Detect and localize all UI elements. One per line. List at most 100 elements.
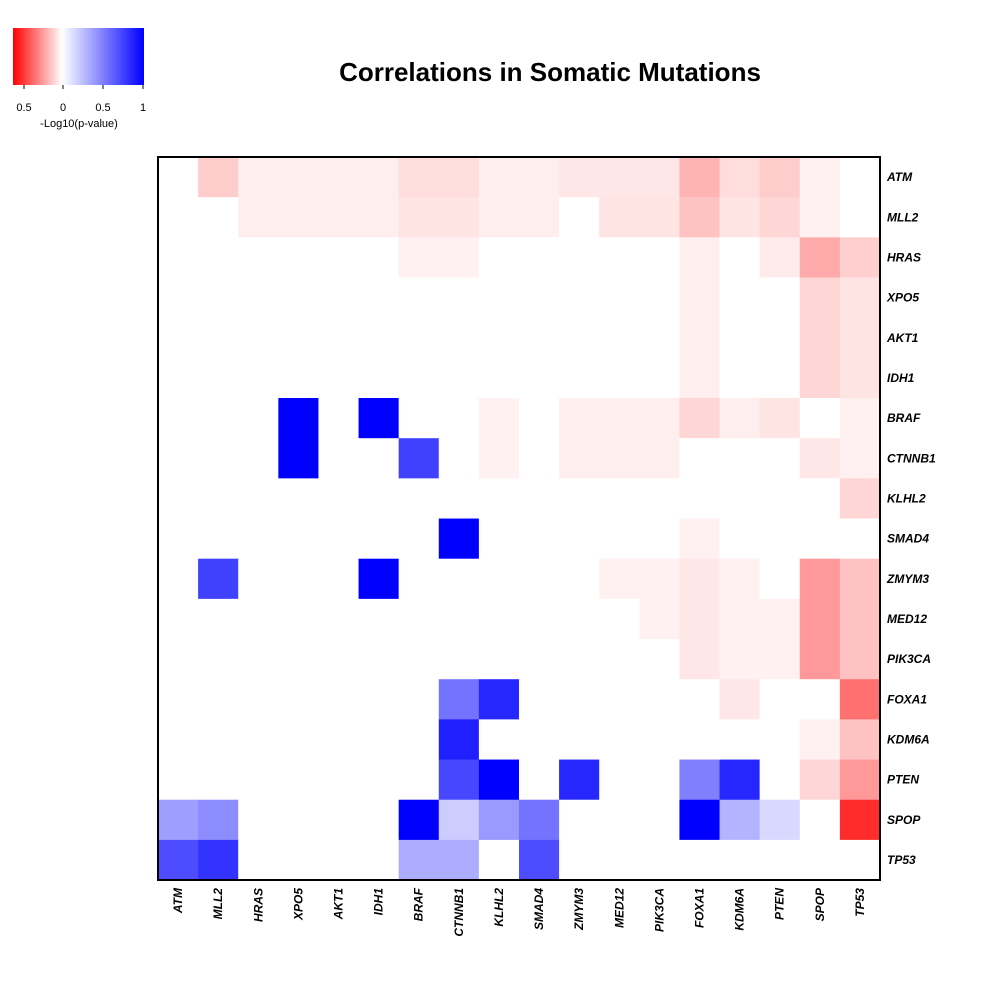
heatmap-cell <box>759 799 801 841</box>
heatmap-cell <box>238 839 279 881</box>
heatmap-cell <box>278 679 320 720</box>
heatmap-cell <box>599 157 640 198</box>
heatmap-cell <box>398 478 440 520</box>
heatmap-cell <box>799 438 841 479</box>
legend-gradient-bar <box>13 28 144 85</box>
heatmap-cell <box>559 839 600 881</box>
heatmap-cell <box>599 317 640 359</box>
heatmap-cell <box>238 317 279 359</box>
heatmap-cell <box>438 518 480 560</box>
heatmap-cell <box>358 398 400 439</box>
heatmap-cell <box>358 518 400 560</box>
heatmap-cell <box>238 598 279 640</box>
heatmap-cell <box>719 518 761 560</box>
heatmap-cell <box>679 197 721 238</box>
heatmap-cell <box>639 598 681 640</box>
column-label: SPOP <box>813 887 827 921</box>
heatmap-cell <box>799 478 841 520</box>
heatmap-cell <box>398 197 440 238</box>
heatmap-cell <box>358 277 400 319</box>
heatmap-cell <box>679 478 721 520</box>
heatmap-cell <box>759 478 801 520</box>
column-label: IDH1 <box>372 888 386 916</box>
heatmap-cell <box>679 799 721 841</box>
heatmap-cell <box>759 639 801 680</box>
heatmap-cell <box>198 799 239 841</box>
heatmap-cell <box>639 839 681 881</box>
heatmap-cell <box>639 639 681 680</box>
heatmap-cell <box>518 478 560 520</box>
heatmap-cell <box>839 518 881 560</box>
heatmap-cell <box>559 639 600 680</box>
heatmap-cell <box>759 398 801 439</box>
heatmap-cell <box>559 719 600 761</box>
row-label: MED12 <box>887 612 927 626</box>
heatmap-cell <box>318 639 360 680</box>
heatmap-cell <box>839 799 881 841</box>
heatmap-cell <box>839 157 881 198</box>
heatmap-cell <box>799 719 841 761</box>
heatmap-cell <box>719 398 761 439</box>
heatmap-cell <box>278 237 320 279</box>
row-label: PIK3CA <box>887 652 931 666</box>
heatmap-cell <box>679 598 721 640</box>
heatmap-cell <box>599 438 640 479</box>
heatmap-cell <box>679 518 721 560</box>
heatmap-cell <box>438 598 480 640</box>
heatmap-cell <box>518 799 560 841</box>
heatmap-cell <box>839 639 881 680</box>
heatmap-cell <box>318 558 360 600</box>
heatmap-cell <box>759 277 801 319</box>
heatmap-cell <box>158 197 199 238</box>
heatmap-cell <box>318 719 360 761</box>
heatmap-cell <box>639 478 681 520</box>
heatmap-cell <box>719 317 761 359</box>
heatmap-cell <box>759 518 801 560</box>
column-label: HRAS <box>251 888 265 922</box>
heatmap-cell <box>198 317 239 359</box>
heatmap-cell <box>599 639 640 680</box>
heatmap-cell <box>599 799 640 841</box>
heatmap-cell <box>158 639 199 680</box>
heatmap-cell <box>158 277 199 319</box>
heatmap-cell <box>478 157 520 198</box>
heatmap-cell <box>278 839 320 881</box>
heatmap-cell <box>438 759 480 801</box>
heatmap-cell <box>719 799 761 841</box>
heatmap-cell <box>839 839 881 881</box>
heatmap-cell <box>278 598 320 640</box>
heatmap-cell <box>719 719 761 761</box>
heatmap-cell <box>358 478 400 520</box>
row-label: CTNNB1 <box>887 451 936 465</box>
plot-border <box>157 156 881 881</box>
heatmap-cell <box>318 759 360 801</box>
heatmap-cell <box>478 478 520 520</box>
heatmap-cell <box>438 719 480 761</box>
heatmap-cell <box>478 518 520 560</box>
heatmap-cell <box>198 558 239 600</box>
heatmap-cell <box>358 357 400 399</box>
heatmap-cell <box>559 157 600 198</box>
heatmap-cell <box>759 719 801 761</box>
heatmap-cell <box>398 277 440 319</box>
heatmap-cell <box>478 558 520 600</box>
heatmap-cell <box>518 518 560 560</box>
heatmap-cell <box>358 237 400 279</box>
column-label: MED12 <box>612 888 626 928</box>
heatmap-cell <box>358 197 400 238</box>
heatmap-cell <box>559 799 600 841</box>
heatmap-cell <box>238 277 279 319</box>
heatmap-cell <box>839 438 881 479</box>
heatmap-cell <box>198 719 239 761</box>
column-label: FOXA1 <box>692 888 706 928</box>
heatmap-cell <box>639 679 681 720</box>
heatmap-cell <box>158 598 199 640</box>
heatmap-cell <box>198 157 239 198</box>
heatmap-cell <box>398 518 440 560</box>
heatmap-cell <box>719 759 761 801</box>
heatmap-cell <box>398 237 440 279</box>
heatmap-cell <box>398 438 440 479</box>
heatmap-cell <box>478 277 520 319</box>
heatmap-cell <box>518 839 560 881</box>
